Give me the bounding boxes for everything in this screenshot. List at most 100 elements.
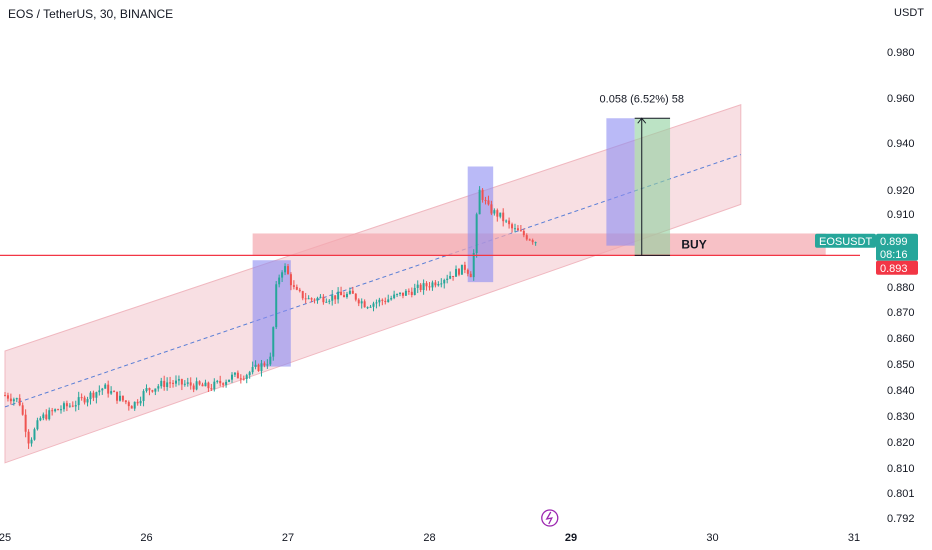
current-price-tag [876, 233, 918, 261]
time-tick-label: 27 [282, 532, 294, 544]
time-axis[interactable]: 25 26 27 28 29 30 31 [0, 509, 860, 550]
candle-body [127, 402, 130, 407]
candle-body [531, 240, 534, 243]
blue-range-box-2[interactable] [467, 166, 494, 283]
candle-body [39, 418, 42, 421]
candle-body [222, 383, 225, 385]
price-tick-label: 0.980 [887, 47, 915, 59]
horizontal-lines[interactable]: BUY [0, 237, 860, 256]
support-price-tag [876, 260, 918, 275]
candle-body [281, 272, 284, 278]
candle-body [263, 363, 266, 366]
candle-body [499, 212, 502, 217]
time-tick-label: 31 [848, 532, 860, 544]
candle-body [508, 220, 511, 225]
price-tick-label: 0.940 [887, 138, 915, 150]
candle-body [307, 298, 310, 300]
candle-body [522, 230, 525, 236]
candle-body [287, 266, 289, 275]
price-tick-label: 0.810 [887, 463, 915, 475]
candle-body [74, 405, 77, 407]
channel-band[interactable] [4, 104, 742, 464]
candle-body [45, 414, 48, 420]
candle-body [186, 382, 189, 384]
candle-body [310, 298, 313, 300]
candle-body [86, 399, 89, 403]
candle-body [354, 293, 357, 300]
price-tick-label: 0.870 [887, 307, 915, 319]
candle-body [36, 420, 39, 430]
candle-body [505, 220, 508, 222]
candle-body [390, 298, 393, 300]
candle-body [446, 278, 449, 280]
regression-channel[interactable] [4, 104, 742, 464]
candle-body [345, 293, 348, 298]
candle-body [322, 296, 325, 303]
candle-body [124, 400, 127, 403]
candle-body [337, 291, 340, 300]
blue-range-box-3[interactable] [606, 118, 635, 246]
candle-body [192, 385, 195, 390]
price-tick-label: 0.880 [887, 282, 915, 294]
time-tick-label: 25 [0, 532, 11, 544]
candle-body [145, 388, 148, 392]
buy-zone[interactable] [252, 233, 826, 256]
candle-body [351, 290, 354, 294]
candle-body [9, 398, 12, 402]
candle-body [407, 290, 410, 292]
candle-body [98, 390, 101, 393]
candle-body [528, 239, 531, 241]
candle-body [340, 291, 343, 296]
buy-zone-rect[interactable] [252, 233, 826, 256]
green-range-box-4[interactable] [634, 118, 671, 256]
candle-body [496, 210, 499, 217]
candle-body [272, 327, 275, 357]
candle-body [452, 275, 455, 277]
current-price-value: 0.899 [880, 236, 908, 248]
channel-midline[interactable] [4, 154, 741, 408]
candle-body [381, 299, 384, 301]
candle-body [292, 285, 295, 287]
candle-body [275, 284, 278, 328]
candle-body [183, 383, 186, 385]
candle-body [269, 356, 272, 365]
candle-body [313, 299, 316, 301]
candle-body [77, 397, 80, 406]
blue-range-box-1[interactable] [252, 260, 291, 367]
axis-currency: USDT [894, 7, 924, 19]
candle-body [228, 379, 231, 382]
candle-body [104, 384, 107, 389]
buy-label: BUY [681, 237, 706, 251]
candle-body [71, 405, 74, 407]
candle-body [213, 381, 216, 390]
candle-body [210, 388, 213, 390]
price-tick-label: 0.830 [887, 411, 915, 423]
candle-body [413, 287, 416, 295]
candle-body [30, 439, 33, 444]
candle-body [493, 210, 496, 214]
candle-body [33, 429, 36, 440]
measure-tool[interactable]: 0.058 (6.52%) 58 [600, 93, 684, 256]
price-tick-label: 0.840 [887, 385, 915, 397]
candle-body [516, 228, 519, 231]
price-tick-label: 0.910 [887, 209, 915, 221]
candle-body [118, 395, 121, 401]
price-tick-label: 0.960 [887, 93, 915, 105]
candle-body [163, 380, 166, 387]
lightning-glyph [545, 511, 553, 525]
candle-body [201, 384, 204, 387]
candle-body [316, 297, 319, 301]
candle-body [410, 291, 413, 295]
candle-body [95, 392, 98, 398]
candle-body [180, 379, 183, 385]
candle-body [393, 294, 396, 299]
candle-body [334, 295, 337, 300]
candle-body [278, 277, 281, 285]
range-boxes[interactable] [252, 118, 671, 367]
candle-body [366, 307, 369, 309]
candle-body [207, 382, 210, 389]
price-axis[interactable]: 0.792 0.801 0.810 0.820 0.830 0.840 0.850 0.860… [860, 0, 932, 550]
candle-body [475, 214, 478, 253]
